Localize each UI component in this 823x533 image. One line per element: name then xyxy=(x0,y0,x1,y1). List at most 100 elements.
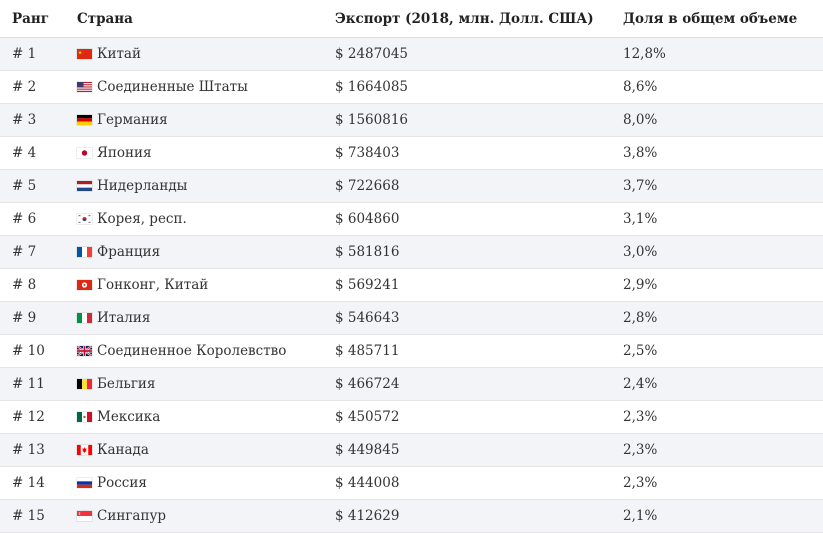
share-value-cell: 2,3% xyxy=(611,400,823,434)
country-name: Германия xyxy=(97,112,168,128)
country-cell: Мексика xyxy=(65,400,323,434)
export-value-cell: $ 485711 xyxy=(323,334,611,368)
country-entry: Соединенные Штаты xyxy=(77,79,323,95)
rank-cell: # 3 xyxy=(0,103,65,137)
country-cell: Гонконг, Китай xyxy=(65,268,323,302)
share-column-header[interactable]: Доля в общем объеме xyxy=(611,0,823,38)
table-row: # 4 Япония $ 738403 3,8% xyxy=(0,136,823,170)
country-column-header[interactable]: Страна xyxy=(65,0,323,38)
rank-cell: # 6 xyxy=(0,202,65,236)
country-cell: Китай xyxy=(65,37,323,71)
rank-cell: # 15 xyxy=(0,499,65,533)
export-value-cell: $ 546643 xyxy=(323,301,611,335)
country-name: Гонконг, Китай xyxy=(97,277,209,293)
country-name: Мексика xyxy=(97,409,161,425)
export-value-cell: $ 2487045 xyxy=(323,37,611,71)
country-name: Россия xyxy=(97,475,147,491)
country-cell: Соединенное Королевство xyxy=(65,334,323,368)
table-row: # 3 Германия $ 1560816 8,0% xyxy=(0,103,823,137)
country-cell: Франция xyxy=(65,235,323,269)
country-entry: Германия xyxy=(77,112,323,128)
export-value-cell: $ 466724 xyxy=(323,367,611,401)
country-entry: Соединенное Королевство xyxy=(77,343,323,359)
country-name: Соединенное Королевство xyxy=(97,343,287,359)
share-value-cell: 2,4% xyxy=(611,367,823,401)
header-row: Ранг Страна Экспорт (2018, млн. Долл. СШ… xyxy=(0,0,823,38)
country-name: Корея, респ. xyxy=(97,211,187,227)
country-cell: Сингапур xyxy=(65,499,323,533)
germany-flag-icon xyxy=(77,115,92,125)
france-flag-icon xyxy=(77,247,92,257)
country-entry: Сингапур xyxy=(77,508,323,524)
belgium-flag-icon xyxy=(77,379,92,389)
usa-flag-icon xyxy=(77,82,92,92)
table-header: Ранг Страна Экспорт (2018, млн. Долл. СШ… xyxy=(0,0,823,38)
table-row: # 8 Гонконг, Китай $ 569241 2,9% xyxy=(0,268,823,302)
country-cell: Италия xyxy=(65,301,323,335)
country-name: Бельгия xyxy=(97,376,156,392)
share-value-cell: 2,3% xyxy=(611,466,823,500)
rank-cell: # 1 xyxy=(0,37,65,71)
share-value-cell: 2,9% xyxy=(611,268,823,302)
share-value-cell: 3,0% xyxy=(611,235,823,269)
rank-cell: # 4 xyxy=(0,136,65,170)
share-value-cell: 2,3% xyxy=(611,433,823,467)
export-column-header[interactable]: Экспорт (2018, млн. Долл. США) xyxy=(323,0,611,38)
mexico-flag-icon xyxy=(77,412,92,422)
country-entry: Мексика xyxy=(77,409,323,425)
country-cell: Япония xyxy=(65,136,323,170)
export-value-cell: $ 450572 xyxy=(323,400,611,434)
country-name: Франция xyxy=(97,244,161,260)
rank-cell: # 12 xyxy=(0,400,65,434)
export-value-cell: $ 738403 xyxy=(323,136,611,170)
country-name: Соединенные Штаты xyxy=(97,79,248,95)
table-row: # 2 Соединенные Штаты $ 1664085 8,6% xyxy=(0,70,823,104)
export-value-cell: $ 604860 xyxy=(323,202,611,236)
share-value-cell: 12,8% xyxy=(611,37,823,71)
export-value-cell: $ 444008 xyxy=(323,466,611,500)
export-value-cell: $ 581816 xyxy=(323,235,611,269)
country-cell: Соединенные Штаты xyxy=(65,70,323,104)
rank-cell: # 9 xyxy=(0,301,65,335)
share-value-cell: 2,5% xyxy=(611,334,823,368)
country-name: Италия xyxy=(97,310,151,326)
uk-flag-icon xyxy=(77,346,92,356)
country-entry: Франция xyxy=(77,244,323,260)
netherlands-flag-icon xyxy=(77,181,92,191)
export-value-cell: $ 722668 xyxy=(323,169,611,203)
country-cell: Нидерланды xyxy=(65,169,323,203)
table-row: # 1 Китай $ 2487045 12,8% xyxy=(0,37,823,71)
country-entry: Бельгия xyxy=(77,376,323,392)
rank-cell: # 2 xyxy=(0,70,65,104)
rank-column-header[interactable]: Ранг xyxy=(0,0,65,38)
russia-flag-icon xyxy=(77,478,92,488)
country-entry: Корея, респ. xyxy=(77,211,323,227)
table-row: # 12 Мексика $ 450572 2,3% xyxy=(0,400,823,434)
rank-cell: # 8 xyxy=(0,268,65,302)
share-value-cell: 2,1% xyxy=(611,499,823,533)
share-value-cell: 3,7% xyxy=(611,169,823,203)
country-entry: Китай xyxy=(77,46,323,62)
korea-flag-icon xyxy=(77,214,92,224)
country-entry: Япония xyxy=(77,145,323,161)
country-name: Китай xyxy=(97,46,141,62)
country-entry: Россия xyxy=(77,475,323,491)
export-value-cell: $ 569241 xyxy=(323,268,611,302)
rank-cell: # 11 xyxy=(0,367,65,401)
country-cell: Канада xyxy=(65,433,323,467)
table-row: # 7 Франция $ 581816 3,0% xyxy=(0,235,823,269)
country-entry: Италия xyxy=(77,310,323,326)
rank-cell: # 5 xyxy=(0,169,65,203)
country-name: Сингапур xyxy=(97,508,167,524)
country-entry: Канада xyxy=(77,442,323,458)
table-row: # 13 Канада $ 449845 2,3% xyxy=(0,433,823,467)
share-value-cell: 3,1% xyxy=(611,202,823,236)
italy-flag-icon xyxy=(77,313,92,323)
country-name: Нидерланды xyxy=(97,178,188,194)
country-entry: Нидерланды xyxy=(77,178,323,194)
country-cell: Бельгия xyxy=(65,367,323,401)
export-value-cell: $ 1560816 xyxy=(323,103,611,137)
export-value-cell: $ 449845 xyxy=(323,433,611,467)
rank-cell: # 10 xyxy=(0,334,65,368)
